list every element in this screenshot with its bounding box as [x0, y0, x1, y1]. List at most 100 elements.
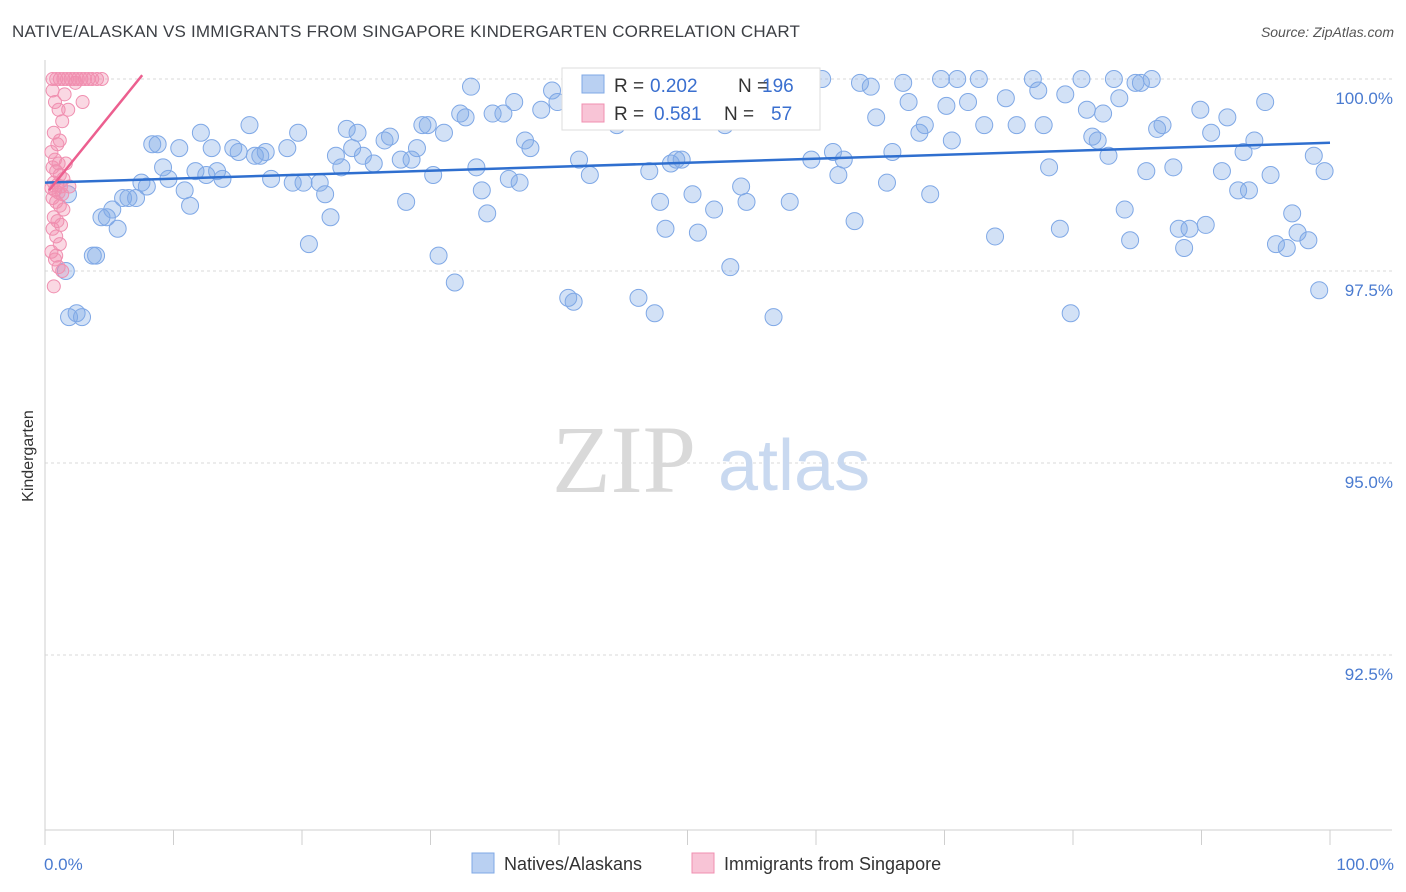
- scatter-point-natives: [948, 70, 967, 88]
- scatter-point-natives: [348, 123, 367, 142]
- scatter-point-natives: [119, 189, 138, 208]
- scatter-point-natives: [407, 139, 426, 158]
- scatter-point-natives: [1110, 89, 1129, 108]
- stats-n-value-2: 57: [771, 104, 792, 125]
- scatter-point-natives: [337, 119, 356, 138]
- y-tick-label: 95.0%: [1345, 473, 1393, 492]
- scatter-point-natives: [262, 169, 281, 188]
- scatter-point-natives: [456, 108, 475, 127]
- scatter-point-natives: [418, 116, 437, 135]
- scatter-point-natives: [1266, 235, 1285, 254]
- scatter-point-natives: [1061, 304, 1080, 323]
- scatter-point-natives: [1169, 219, 1188, 238]
- scatter-point-natives: [1310, 281, 1329, 300]
- scatter-point-natives: [1072, 70, 1091, 88]
- scatter-point-natives: [56, 262, 75, 280]
- scatter-point-natives: [867, 108, 886, 127]
- scatter-point-natives: [1299, 231, 1318, 250]
- scatter-point-singapore: [61, 102, 76, 117]
- scatter-point-natives: [1023, 70, 1042, 88]
- scatter-point-natives: [959, 93, 978, 112]
- scatter-point-natives: [499, 169, 518, 188]
- scatter-point-natives: [1180, 219, 1199, 238]
- stats-r-value-1: 0.202: [650, 76, 698, 97]
- scatter-point-natives: [1034, 116, 1053, 135]
- scatter-point-natives: [170, 139, 189, 158]
- scatter-point-natives: [877, 173, 896, 192]
- stats-swatch-pink: [581, 103, 605, 123]
- scatter-point-natives: [1202, 123, 1221, 142]
- y-tick-label: 100.0%: [1335, 89, 1393, 108]
- scatter-point-natives: [397, 192, 416, 211]
- scatter-point-natives: [1050, 219, 1069, 238]
- scatter-point-singapore: [56, 202, 71, 217]
- x-tick-label-max: 100.0%: [1336, 855, 1394, 874]
- scatter-point-natives: [543, 81, 562, 100]
- scatter-point-natives: [402, 150, 421, 169]
- stats-n-label-2: N =: [724, 104, 754, 125]
- scatter-point-natives: [1153, 116, 1172, 135]
- scatter-point-natives: [732, 177, 751, 196]
- scatter-point-natives: [424, 166, 443, 184]
- y-tick-label: 97.5%: [1345, 281, 1393, 300]
- scatter-point-natives: [429, 246, 448, 265]
- scatter-point-singapore: [55, 264, 70, 278]
- scatter-point-natives: [92, 208, 111, 227]
- scatter-point-natives: [1007, 116, 1026, 135]
- scatter-point-natives: [683, 185, 702, 204]
- scatter-point-singapore: [68, 75, 83, 90]
- scatter-point-natives: [1104, 70, 1123, 88]
- scatter-point-natives: [1077, 100, 1096, 119]
- scatter-point-natives: [1099, 146, 1118, 165]
- scatter-point-natives: [1029, 81, 1048, 100]
- legend-label-singapore: Immigrants from Singapore: [724, 854, 941, 874]
- scatter-point-natives: [915, 116, 934, 135]
- axes: [44, 60, 1392, 845]
- scatter-point-singapore: [49, 248, 64, 263]
- scatter-point-singapore: [44, 144, 59, 159]
- scatter-point-natives: [434, 123, 453, 142]
- trend-line-singapore: [48, 74, 144, 192]
- scatter-point-singapore: [60, 72, 74, 86]
- scatter-point-singapore: [70, 72, 85, 86]
- scatter-point-natives: [1256, 93, 1275, 112]
- scatter-point-natives: [1115, 200, 1134, 219]
- scatter-point-natives: [353, 146, 372, 165]
- scatter-point-singapore: [55, 114, 70, 129]
- legend-swatch-natives: [471, 852, 495, 874]
- scatter-point-natives: [1094, 104, 1113, 123]
- scatter-point-singapore: [52, 72, 67, 86]
- scatter-point-natives: [1261, 166, 1280, 184]
- scatter-point-natives: [834, 150, 853, 169]
- scatter-point-natives: [316, 185, 335, 204]
- scatter-point-natives: [108, 219, 127, 238]
- scatter-point-natives: [894, 73, 913, 92]
- watermark-atlas: atlas: [718, 426, 870, 506]
- scatter-point-natives: [483, 104, 502, 123]
- scatter-point-natives: [1040, 158, 1059, 177]
- scatter-point-natives: [823, 142, 842, 161]
- scatter-point-natives: [764, 308, 783, 327]
- scatter-point-natives: [321, 208, 340, 227]
- scatter-point-natives: [391, 150, 410, 169]
- scatter-point-natives: [721, 258, 740, 277]
- scatter-point-natives: [1164, 158, 1183, 177]
- legend-label-natives: Natives/Alaskans: [504, 854, 642, 874]
- scatter-point-natives: [467, 158, 486, 177]
- stats-r-label-1: R =: [614, 76, 644, 97]
- stats-n-value-1: 196: [762, 76, 794, 97]
- chart-title: NATIVE/ALASKAN VS IMMIGRANTS FROM SINGAP…: [12, 22, 801, 41]
- legend-swatch-singapore: [691, 852, 715, 874]
- stats-swatch-blue: [581, 74, 605, 94]
- scatter-point-natives: [87, 246, 106, 265]
- stats-n-label-1: N =: [738, 76, 768, 97]
- scatter-point-natives: [1056, 85, 1075, 104]
- scatter-point-natives: [143, 135, 162, 154]
- scatter-point-natives: [332, 158, 351, 177]
- scatter-point-natives: [326, 146, 345, 165]
- scatter-point-natives: [148, 135, 167, 154]
- scatter-point-natives: [829, 166, 848, 184]
- scatter-point-natives: [229, 142, 248, 161]
- scatter-point-natives: [1088, 131, 1107, 150]
